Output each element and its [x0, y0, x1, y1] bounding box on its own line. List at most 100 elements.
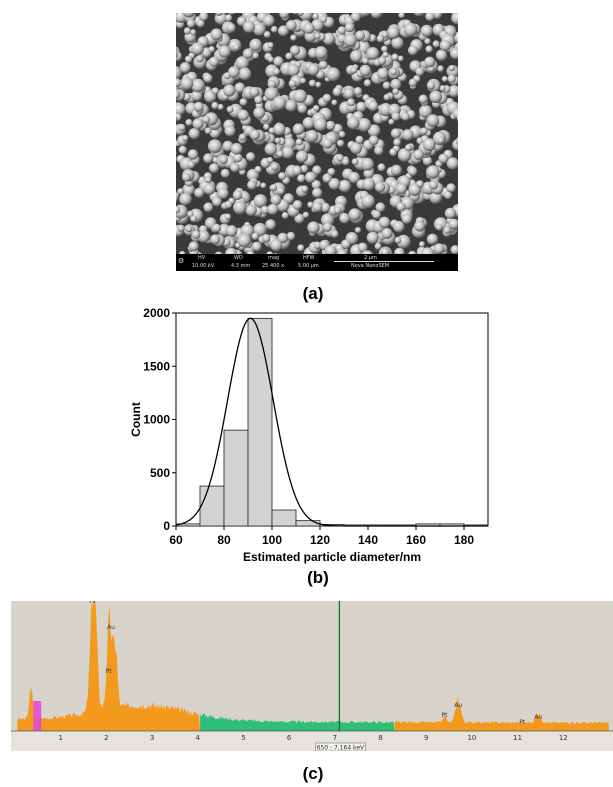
nanoparticle — [177, 188, 184, 195]
nanoparticle — [233, 153, 243, 163]
nanoparticle — [193, 101, 204, 112]
nanoparticle — [315, 81, 322, 88]
nanoparticle — [311, 180, 321, 190]
nanoparticle — [281, 212, 289, 219]
nanoparticle — [276, 187, 285, 195]
nanoparticle — [223, 84, 236, 97]
nanoparticle — [344, 22, 355, 33]
nanoparticle — [261, 233, 271, 243]
nanoparticle — [386, 26, 400, 39]
x-tick-label: 12 — [559, 734, 568, 742]
nanoparticle — [422, 138, 436, 152]
nanoparticle — [419, 104, 432, 118]
nanoparticle — [292, 123, 305, 135]
nanoparticle — [437, 65, 444, 72]
nanoparticle — [382, 51, 389, 58]
nanoparticle — [251, 232, 259, 241]
nanoparticle — [294, 213, 305, 224]
nanoparticle — [416, 180, 424, 188]
nanoparticle — [321, 213, 335, 227]
nanoparticle — [214, 13, 228, 25]
x-tick-label: 2 — [104, 734, 108, 742]
x-tick-label: 80 — [217, 533, 231, 547]
nanoparticle — [413, 149, 424, 160]
nanoparticle — [224, 213, 232, 220]
nanoparticle — [273, 56, 284, 67]
nanoparticle — [426, 165, 440, 179]
x-tick-label: 3 — [150, 734, 154, 742]
x-axis-label: Estimated particle diameter/nm — [243, 550, 421, 564]
nanoparticle — [425, 45, 433, 53]
nanoparticle — [341, 158, 350, 166]
nanoparticle — [176, 103, 186, 116]
nanoparticle — [432, 40, 440, 48]
nanoparticle — [433, 243, 445, 255]
nanoparticle — [420, 127, 428, 135]
nanoparticle — [300, 185, 309, 193]
roi-marker — [33, 701, 42, 731]
nanoparticle — [260, 182, 267, 189]
nanoparticle — [278, 25, 289, 37]
cursor-readout-box — [315, 742, 366, 751]
nanoparticle — [235, 56, 249, 70]
nanoparticle — [393, 220, 405, 233]
nanoparticle — [196, 19, 205, 28]
nanoparticle — [234, 82, 246, 94]
nanoparticle — [205, 176, 212, 183]
x-tick-label: 11 — [513, 734, 522, 742]
nanoparticle — [245, 204, 257, 216]
nanoparticle — [338, 131, 346, 138]
nanoparticle — [186, 19, 196, 28]
y-axis-label: Count — [130, 402, 143, 437]
nanoparticle — [267, 80, 276, 89]
nanoparticle — [332, 123, 343, 134]
nanoparticle — [208, 56, 219, 67]
x-tick-label: 6 — [287, 734, 292, 742]
nanoparticle — [242, 48, 254, 59]
nanoparticle — [419, 241, 425, 248]
nanoparticle — [407, 166, 418, 177]
nanoparticle — [347, 116, 360, 130]
nanoparticle — [401, 112, 410, 121]
nanoparticle — [429, 90, 442, 104]
histogram-bar — [271, 509, 297, 527]
nanoparticle — [351, 158, 359, 166]
nanoparticle — [218, 45, 231, 58]
nanoparticle — [209, 127, 221, 139]
nanoparticle — [415, 67, 425, 76]
nanoparticle — [191, 90, 203, 102]
nanoparticle — [424, 56, 436, 68]
nanoparticle — [179, 192, 192, 206]
nanoparticle — [228, 66, 240, 78]
nanoparticle — [396, 202, 406, 212]
nanoparticle — [230, 143, 243, 155]
nanoparticle — [372, 210, 381, 219]
nanoparticle — [297, 174, 306, 183]
nanoparticle — [448, 64, 455, 72]
nanoparticle — [398, 13, 405, 19]
hv-label: HV — [198, 255, 206, 261]
nanoparticle — [299, 77, 307, 84]
nanoparticle — [368, 135, 379, 146]
nanoparticle — [225, 225, 238, 237]
nanoparticle — [285, 20, 297, 31]
nanoparticle — [295, 150, 309, 163]
nanoparticle — [203, 73, 213, 83]
nanoparticle — [263, 31, 271, 38]
nanoparticle — [366, 231, 379, 244]
nanoparticle — [176, 113, 182, 122]
nanoparticle — [390, 164, 402, 176]
scale-bar-label: 2 µm — [364, 255, 377, 261]
nanoparticle — [233, 44, 240, 51]
nanoparticle — [343, 33, 357, 47]
nanoparticle — [176, 78, 182, 87]
nanoparticle — [443, 226, 451, 234]
nanoparticle — [289, 45, 301, 56]
nanoparticle — [190, 215, 197, 223]
histogram-bar — [223, 429, 249, 527]
nanoparticle — [192, 118, 204, 130]
nanoparticle — [270, 184, 278, 192]
nanoparticle — [388, 118, 395, 125]
nanoparticle — [362, 177, 375, 191]
nanoparticle — [426, 114, 440, 127]
